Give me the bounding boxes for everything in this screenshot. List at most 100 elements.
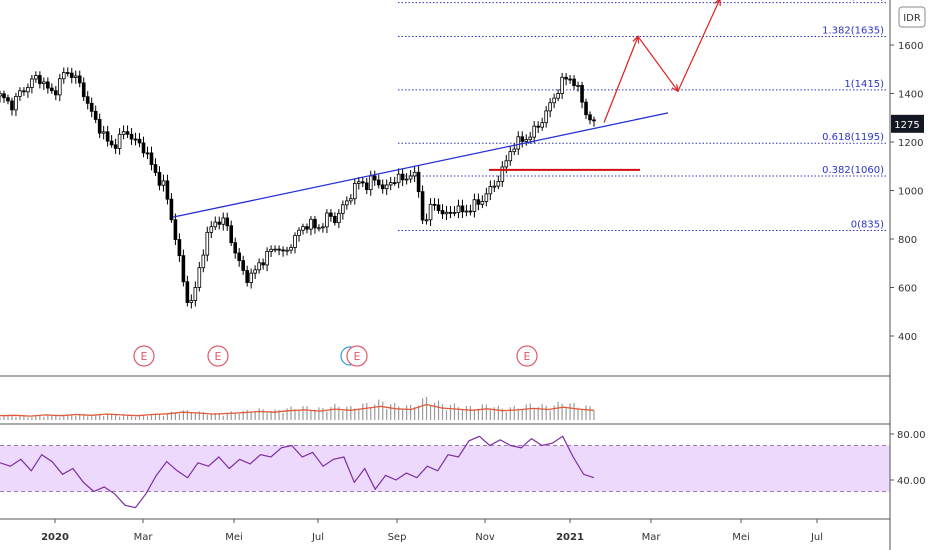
- price-candle: [233, 237, 238, 259]
- drawings: [172, 0, 721, 218]
- price-candle: [341, 200, 345, 220]
- price-candles: [0, 67, 596, 309]
- price-candle: [560, 72, 564, 100]
- earnings-marker-label: E: [354, 350, 361, 363]
- price-candle: [117, 128, 122, 155]
- price-candle: [221, 212, 226, 231]
- axes: 2020 Mar Mei Jul Sep Nov 2021 Mar Mei Jul 1600 1400…: [41, 41, 926, 543]
- price-candle: [213, 216, 218, 231]
- price-candle: [253, 265, 257, 280]
- price-candle: [141, 136, 146, 158]
- price-candle: [408, 169, 413, 183]
- price-candle: [309, 216, 313, 236]
- price-candle: [444, 206, 449, 221]
- price-candle: [73, 70, 78, 84]
- price-candle: [349, 194, 353, 205]
- price-candle: [516, 131, 521, 155]
- projection-arrowhead: [714, 0, 721, 6]
- price-candle: [61, 67, 66, 84]
- price-candle: [424, 213, 429, 225]
- price-candle: [329, 209, 333, 222]
- price-candle: [448, 205, 453, 219]
- price-candle: [14, 92, 18, 117]
- price-candle: [229, 220, 234, 246]
- price-tick-label: 1000: [898, 187, 923, 198]
- price-candle: [592, 116, 596, 127]
- price-candle: [480, 195, 485, 209]
- x-tick-label: 2020: [41, 532, 69, 543]
- earnings-marker[interactable]: E: [207, 345, 229, 367]
- price-candle: [69, 67, 74, 84]
- price-candle: [313, 215, 317, 234]
- price-candle: [201, 249, 206, 273]
- price-candle: [548, 98, 552, 118]
- price-candle: [436, 198, 441, 214]
- price-candle: [6, 94, 10, 105]
- price-candle: [376, 174, 381, 189]
- price-candle: [404, 173, 409, 185]
- price-candle: [269, 245, 273, 257]
- price-candle: [209, 221, 214, 239]
- x-tick-label: 2021: [556, 532, 584, 543]
- price-candle: [153, 158, 158, 176]
- price-candle: [576, 81, 580, 92]
- earnings-marker[interactable]: E: [346, 345, 368, 367]
- price-candle: [337, 209, 341, 229]
- x-tick-label: Jul: [311, 532, 324, 543]
- price-candle: [452, 206, 457, 217]
- price-candle: [105, 125, 110, 147]
- price-candle: [22, 87, 26, 96]
- rsi-indicator: [0, 435, 890, 509]
- price-candle: [161, 174, 166, 192]
- fib-level-label: 1(1415): [844, 79, 884, 90]
- earnings-marker[interactable]: E: [133, 345, 155, 367]
- projection-path: [603, 0, 721, 123]
- price-candle: [50, 83, 54, 94]
- trendline: [172, 112, 669, 218]
- price-candle: [18, 87, 22, 101]
- price-candle: [564, 73, 568, 86]
- fib-level-label: 1.382(1635): [822, 26, 884, 37]
- price-candle: [261, 258, 265, 270]
- price-candle: [129, 128, 134, 145]
- earnings-marker[interactable]: E: [516, 345, 538, 367]
- price-candle: [484, 187, 489, 207]
- price-tick-label: 800: [898, 235, 917, 246]
- price-tick-label: 600: [898, 284, 917, 295]
- price-candle: [93, 105, 98, 124]
- price-candle: [584, 98, 588, 119]
- price-candle: [149, 146, 154, 171]
- price-candle: [26, 83, 30, 98]
- price-candle: [54, 85, 58, 101]
- price-candle: [0, 90, 2, 103]
- rsi-tick-label: 80.00: [897, 430, 926, 441]
- price-candle: [544, 106, 548, 128]
- price-candle: [109, 135, 114, 148]
- price-candle: [85, 91, 90, 110]
- price-candle: [10, 97, 14, 116]
- last-price-tag: 1275: [891, 114, 924, 133]
- price-candle: [189, 294, 194, 309]
- price-candle: [57, 73, 62, 102]
- fib-level-label: 0.382(1060): [822, 165, 884, 176]
- projection-arrowhead: [671, 84, 679, 93]
- price-candle: [297, 227, 301, 242]
- price-candle: [173, 213, 178, 246]
- price-candle: [257, 258, 261, 274]
- price-candle: [432, 198, 437, 211]
- price-candle: [392, 176, 397, 186]
- price-candle: [321, 223, 325, 233]
- price-candle: [416, 166, 421, 198]
- price-candle: [249, 268, 253, 289]
- price-candle: [536, 121, 540, 134]
- rsi-line: [0, 435, 595, 509]
- fib-level-label: 1.618(1775): [822, 0, 884, 3]
- currency-badge[interactable]: IDR: [898, 6, 926, 28]
- price-candle: [460, 199, 465, 218]
- price-candle: [181, 249, 186, 287]
- price-candle: [345, 196, 349, 210]
- price-candle: [353, 178, 357, 205]
- price-candle: [360, 176, 365, 188]
- price-candle: [456, 199, 461, 219]
